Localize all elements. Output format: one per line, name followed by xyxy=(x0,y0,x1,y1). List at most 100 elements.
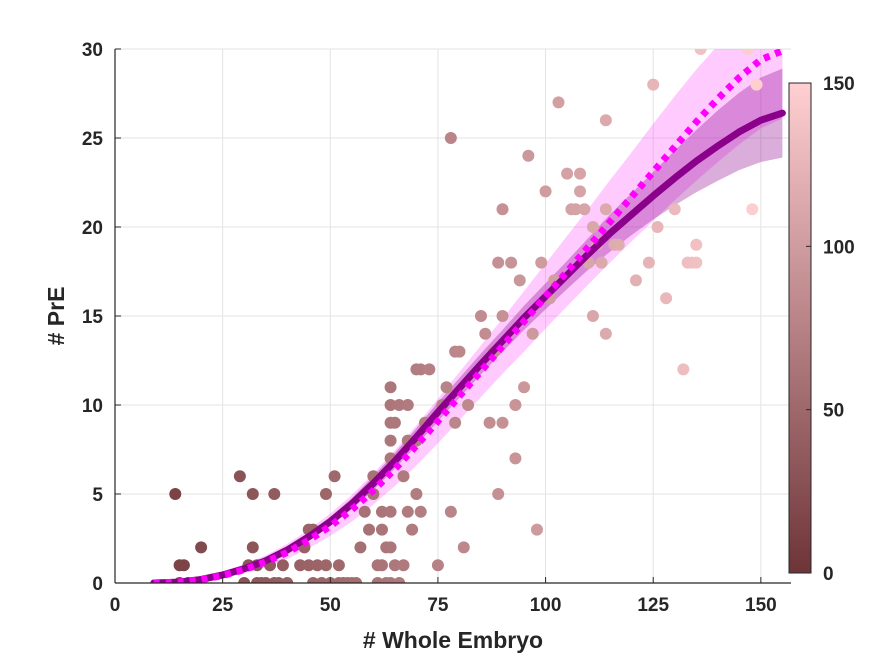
data-point xyxy=(690,238,703,251)
data-point xyxy=(509,399,522,411)
y-axis-label: # PrE xyxy=(43,287,69,346)
data-point xyxy=(660,292,673,305)
data-point xyxy=(319,559,332,572)
data-point xyxy=(457,541,470,554)
y-tick-label: 20 xyxy=(82,218,103,239)
data-point xyxy=(431,559,444,572)
data-point xyxy=(612,238,625,251)
data-point xyxy=(483,416,496,429)
data-point xyxy=(384,541,397,554)
data-point xyxy=(496,203,509,216)
data-point xyxy=(363,523,376,536)
data-point xyxy=(384,505,397,518)
data-point xyxy=(530,523,543,536)
data-point xyxy=(539,185,552,198)
confidence-bands xyxy=(153,49,783,583)
data-point xyxy=(423,363,436,376)
colorbar-tick-label: 150 xyxy=(823,74,855,95)
data-point xyxy=(375,505,388,518)
data-point xyxy=(677,363,690,376)
y-tick-label: 5 xyxy=(92,485,103,506)
data-point xyxy=(574,185,587,198)
data-point xyxy=(453,345,466,358)
data-point xyxy=(384,434,397,447)
data-point xyxy=(578,203,591,216)
data-point xyxy=(647,78,660,91)
data-point xyxy=(195,541,208,554)
data-point xyxy=(332,559,345,572)
x-tick-label: 75 xyxy=(427,595,449,616)
data-point xyxy=(522,149,535,162)
data-point xyxy=(397,470,410,483)
y-tick-label: 0 xyxy=(92,574,103,595)
x-tick-label: 25 xyxy=(212,595,234,616)
data-point xyxy=(311,559,324,572)
data-point xyxy=(552,96,565,109)
data-point xyxy=(496,310,509,322)
fit-lines xyxy=(150,49,786,583)
fit-line-dotted xyxy=(153,49,784,583)
data-point xyxy=(238,577,251,583)
colorbar-tick-label: 0 xyxy=(823,564,834,585)
x-axis-label: # Whole Embryo xyxy=(363,627,543,653)
data-point xyxy=(246,541,259,554)
x-tick-label: 0 xyxy=(110,595,121,616)
data-point xyxy=(375,523,388,536)
data-point xyxy=(384,399,397,411)
data-point xyxy=(440,381,453,394)
data-point xyxy=(444,132,457,144)
data-point xyxy=(397,559,410,572)
data-point xyxy=(513,274,526,287)
data-point xyxy=(518,381,531,394)
x-tick-label: 100 xyxy=(530,595,562,616)
data-point xyxy=(444,505,457,518)
data-point xyxy=(276,559,289,572)
y-tick-label: 25 xyxy=(82,129,104,150)
data-point xyxy=(354,541,367,554)
x-tick-label: 125 xyxy=(637,595,669,616)
data-point xyxy=(690,256,703,269)
axes xyxy=(114,48,791,584)
data-point xyxy=(496,416,509,429)
data-point xyxy=(169,488,182,500)
data-point xyxy=(574,167,587,180)
x-tick-label: 50 xyxy=(320,595,341,616)
data-point xyxy=(535,256,548,269)
x-tick-label: 150 xyxy=(745,595,777,616)
data-point xyxy=(651,221,664,233)
data-point xyxy=(492,488,505,500)
data-point xyxy=(599,203,612,216)
data-point xyxy=(599,327,612,340)
data-point xyxy=(569,203,582,216)
data-point xyxy=(492,256,505,269)
data-point xyxy=(393,577,406,583)
y-tick-label: 30 xyxy=(82,40,103,61)
data-point xyxy=(449,416,462,429)
data-point xyxy=(642,256,655,269)
data-point xyxy=(526,327,539,340)
data-point xyxy=(302,559,315,572)
data-point xyxy=(668,203,681,216)
confidence-band-dotted xyxy=(153,49,783,583)
confidence-band-solid xyxy=(153,68,783,583)
data-point xyxy=(414,363,427,376)
data-point xyxy=(350,577,363,583)
data-point xyxy=(586,310,599,322)
data-point xyxy=(629,274,642,287)
data-point xyxy=(509,452,522,465)
data-point xyxy=(406,523,419,536)
data-point xyxy=(414,505,427,518)
data-point xyxy=(388,416,401,429)
colorbar-gradient xyxy=(788,82,812,574)
data-point xyxy=(358,505,371,518)
data-point xyxy=(319,488,332,500)
data-point xyxy=(410,488,423,500)
data-point xyxy=(505,256,518,269)
y-tick-label: 15 xyxy=(82,307,104,328)
data-point xyxy=(281,577,294,583)
colorbar-tick-label: 100 xyxy=(823,237,855,258)
data-point xyxy=(479,327,492,340)
data-point xyxy=(586,221,599,233)
data-point xyxy=(694,49,707,55)
data-point xyxy=(268,488,281,500)
